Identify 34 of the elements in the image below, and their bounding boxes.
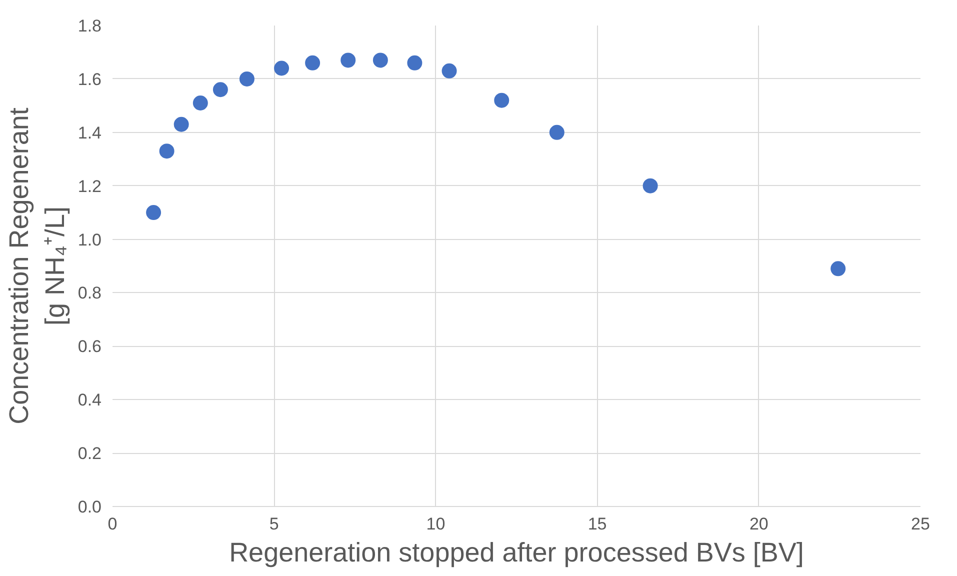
- point: [642, 178, 658, 194]
- point: [212, 82, 228, 98]
- y-tick-label: 1.6: [78, 70, 102, 89]
- point: [305, 55, 320, 70]
- point: [274, 60, 290, 76]
- x-axis-title: Regeneration stopped after processed BVs [BV]: [229, 538, 804, 568]
- y-tick-label: 1.0: [78, 230, 102, 250]
- y-tick-label: 0.2: [78, 444, 102, 464]
- point: [159, 144, 174, 159]
- point: [174, 116, 189, 132]
- point: [442, 63, 457, 78]
- y-tick-label: 1.8: [78, 16, 102, 36]
- y-tick-label: 1.4: [78, 123, 102, 142]
- point: [830, 261, 846, 276]
- x-tick-label: 5: [269, 514, 279, 534]
- point: [549, 124, 564, 140]
- point: [192, 96, 208, 110]
- y-tick-label: 1.2: [78, 176, 102, 196]
- point: [494, 92, 510, 108]
- x-tick-label: 10: [426, 514, 446, 534]
- x-tick-label: 20: [749, 514, 768, 534]
- x-tick-label: 25: [911, 514, 930, 534]
- y-axis-title: Concentration Regenerant [g NH₄⁺/L]: [4, 107, 70, 424]
- point: [407, 55, 422, 70]
- point: [239, 71, 254, 86]
- x-tick-label: 15: [588, 514, 607, 534]
- y-tick-label: 0.4: [78, 390, 102, 410]
- y-tick-label: 0.6: [78, 337, 102, 356]
- y-tick-label: 0.8: [78, 284, 102, 303]
- x-tick-label: 0: [108, 514, 118, 534]
- y-tick-label: 0.0: [78, 498, 102, 516]
- point: [372, 52, 388, 68]
- point: [146, 205, 162, 220]
- point: [340, 52, 356, 68]
